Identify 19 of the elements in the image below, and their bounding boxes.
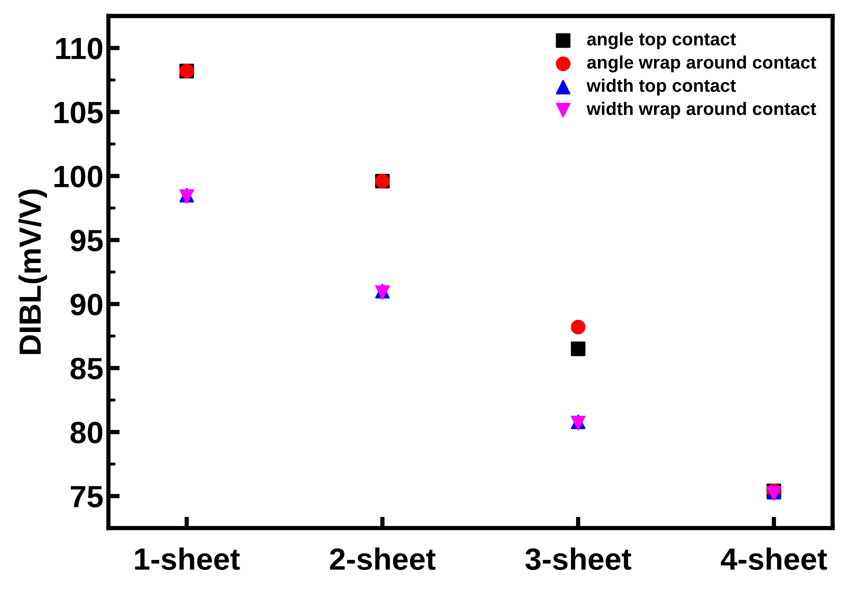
y-tick-label: 110 (56, 38, 102, 60)
x-tick-label: 2-sheet (330, 548, 436, 570)
y-tick-label: 100 (54, 166, 102, 188)
x-tick-label: 4-sheet (720, 548, 828, 570)
y-tick-label: 85 (70, 358, 103, 380)
legend-label: angle top contact (587, 32, 736, 50)
point (570, 342, 586, 356)
y-tick-label: 75 (70, 486, 103, 508)
y-axis-title: DIBL(mV/V) (18, 190, 48, 354)
x-tick-label: 3-sheet (525, 548, 632, 570)
y-tick-label: 105 (54, 102, 103, 124)
legend-label: width wrap around contact (586, 102, 816, 119)
legend-label: width top contact (586, 78, 736, 96)
y-tick-label: 90 (70, 294, 102, 316)
x-tick-label: 1-sheet (135, 548, 240, 570)
y-tick-label: 80 (70, 422, 102, 444)
legend-label: angle wrap around contact (587, 55, 816, 72)
y-tick-label: 95 (70, 230, 103, 252)
point (570, 320, 586, 334)
